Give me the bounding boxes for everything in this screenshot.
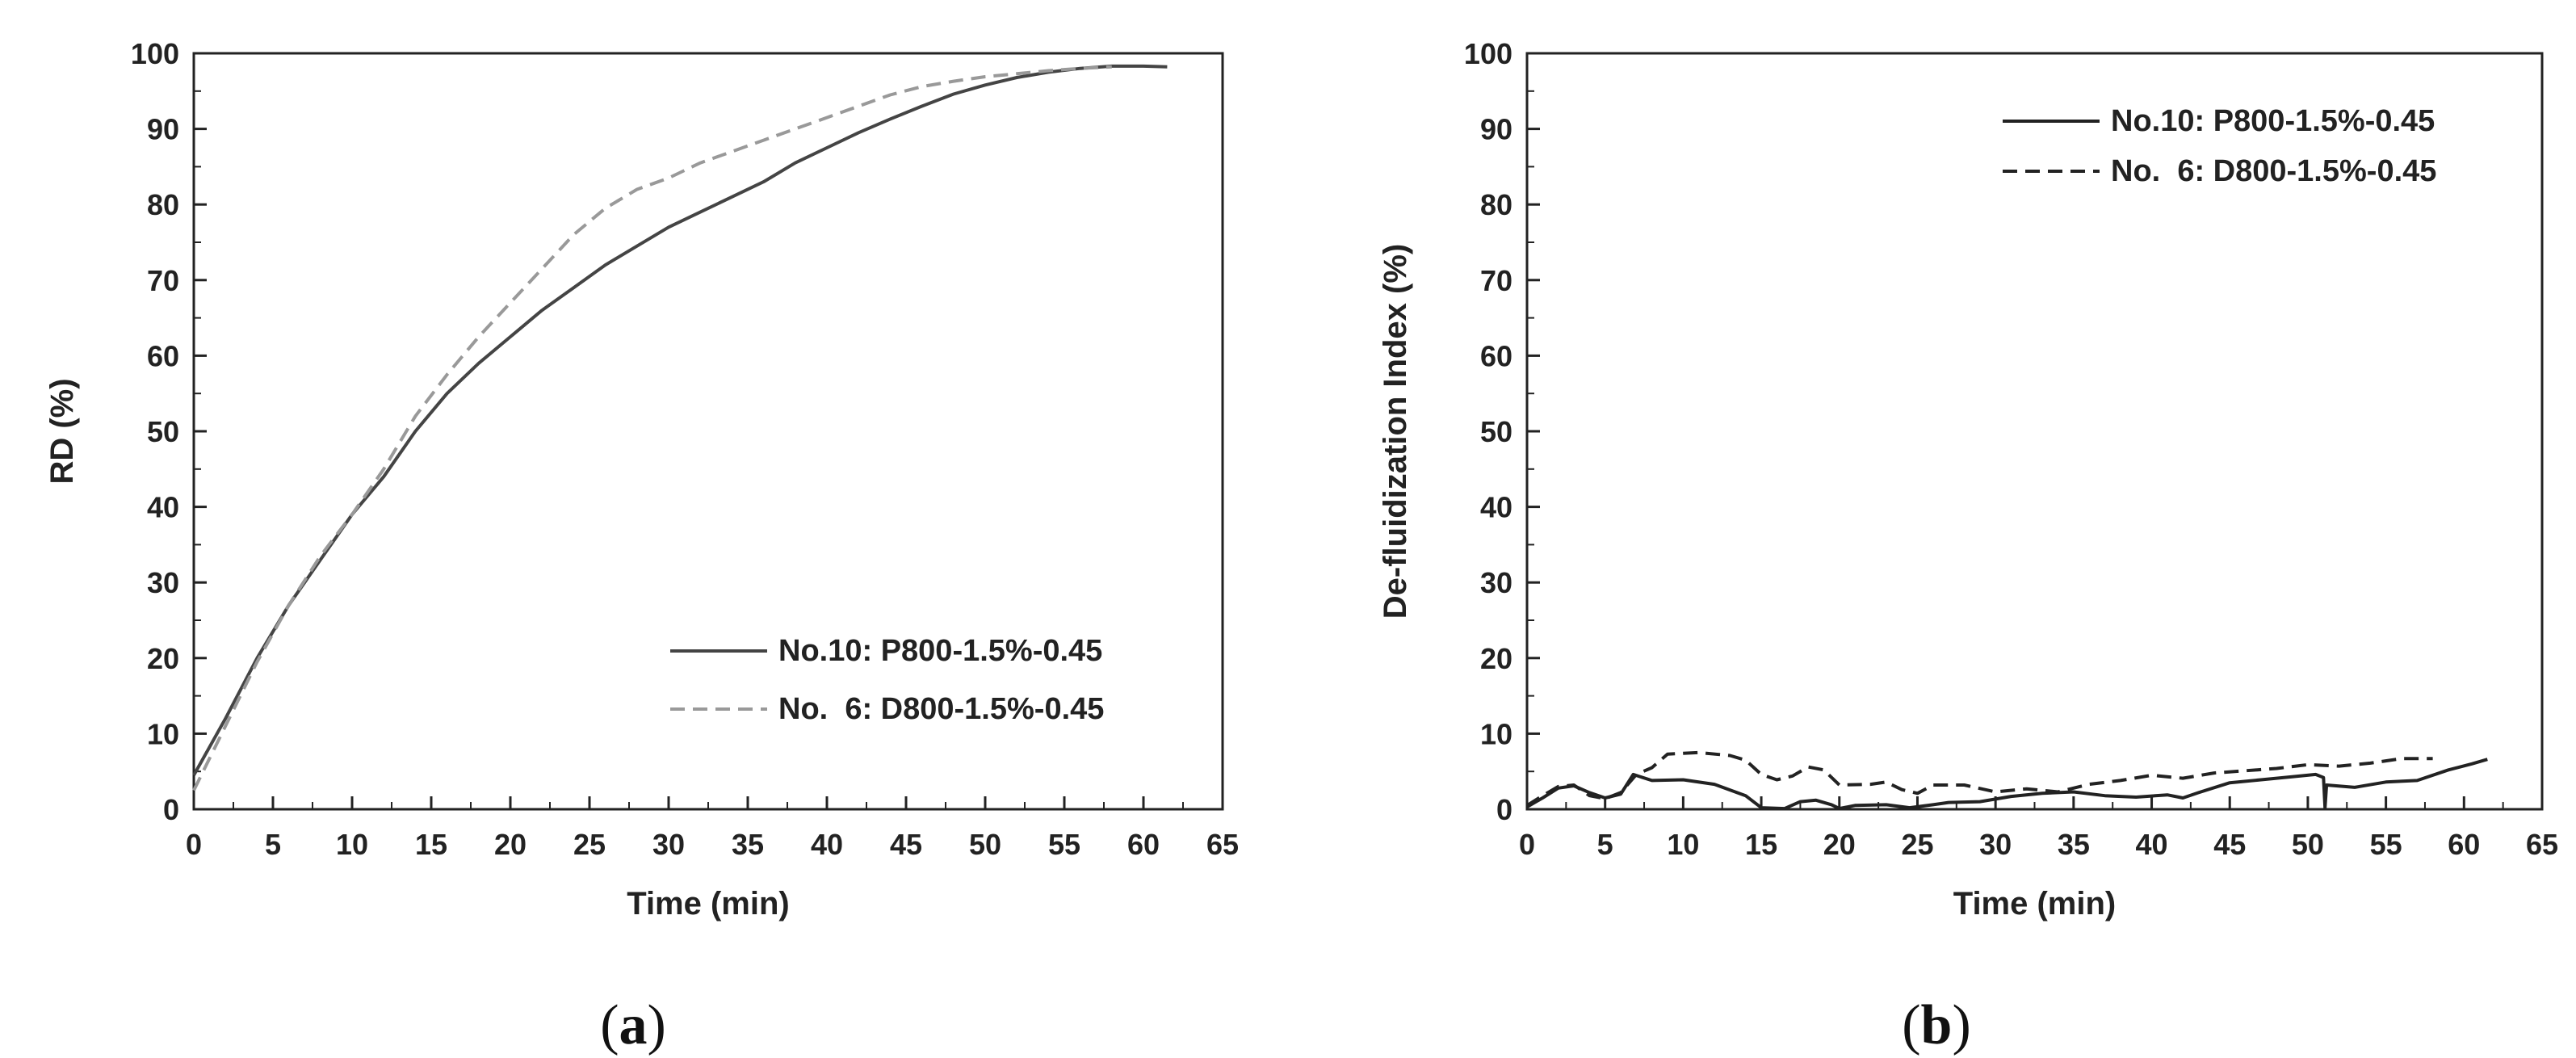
x-tick-label: 25 — [1901, 828, 1933, 861]
legend: No.10: P800-1.5%-0.45 No. 6: D800-1.5%-0.… — [670, 634, 1104, 726]
y-tick-label: 60 — [1480, 339, 1512, 372]
series-line-2 — [192, 65, 1112, 791]
y-tick-label: 50 — [1480, 415, 1512, 448]
x-tick-label: 50 — [969, 828, 1001, 861]
series-line-1 — [1525, 758, 2488, 811]
legend: No.10: P800-1.5%-0.45 No. 6: D800-1.5%-0.… — [2003, 104, 2436, 188]
x-tick-label: 55 — [2370, 828, 2402, 861]
y-tick-label: 0 — [163, 793, 179, 826]
x-tick-label: 20 — [494, 828, 527, 861]
legend-label: No.10: P800-1.5%-0.45 — [2111, 104, 2435, 138]
x-tick-label: 40 — [2136, 828, 2168, 861]
x-tick-label: 45 — [890, 828, 922, 861]
y-tick-label: 100 — [131, 37, 179, 70]
x-tick-label: 45 — [2213, 828, 2246, 861]
x-tick-label: 35 — [2058, 828, 2090, 861]
y-tick-label: 0 — [1496, 793, 1512, 826]
chart-panel-b: 0 5 10 15 20 25 30 35 40 45 50 55 60 65 0 10 20 30 40 50 60 7… — [1378, 37, 2558, 922]
y-tick-label: 80 — [147, 188, 179, 221]
x-tick-label: 30 — [652, 828, 685, 861]
x-tick-label: 25 — [573, 828, 606, 861]
y-tick-label: 40 — [1480, 491, 1512, 524]
x-tick-label: 60 — [1127, 828, 1160, 861]
y-tick-label: 60 — [147, 339, 179, 372]
y-tick-label: 80 — [1480, 188, 1512, 221]
x-axis-label: Time (min) — [627, 886, 790, 922]
y-tick-label: 90 — [147, 113, 179, 146]
x-tick-label: 50 — [2292, 828, 2324, 861]
x-tick-label: 20 — [1823, 828, 1856, 861]
y-tick-label: 10 — [147, 717, 179, 750]
y-tick-label: 70 — [1480, 264, 1512, 297]
x-tick-label: 5 — [1597, 828, 1613, 861]
chart-panel-a: 0 5 10 15 20 25 30 35 40 45 50 55 60 65 0 10 20 30 40 50 60 7… — [44, 37, 1239, 922]
x-tick-label: 65 — [1206, 828, 1239, 861]
x-tick-label: 30 — [1979, 828, 2012, 861]
x-tick-label: 40 — [811, 828, 843, 861]
x-tick-label: 15 — [415, 828, 447, 861]
y-tick-label: 10 — [1480, 717, 1512, 750]
x-tick-label: 10 — [336, 828, 368, 861]
x-tick-label: 15 — [1745, 828, 1777, 861]
x-tick-label: 5 — [265, 828, 281, 861]
legend-label: No. 6: D800-1.5%-0.45 — [2111, 154, 2436, 188]
caption-b: (b) — [1902, 994, 1971, 1056]
x-tick-label: 35 — [732, 828, 764, 861]
y-tick-label: 20 — [147, 642, 179, 675]
y-tick-label: 30 — [147, 566, 179, 599]
y-tick-label: 70 — [147, 264, 179, 297]
x-tick-label: 65 — [2526, 828, 2558, 861]
y-tick-label: 30 — [1480, 566, 1512, 599]
caption-a: (a) — [600, 994, 666, 1056]
y-tick-label: 100 — [1464, 37, 1512, 70]
y-tick-label: 50 — [147, 415, 179, 448]
y-tick-label: 90 — [1480, 113, 1512, 146]
x-tick-label: 0 — [1519, 828, 1535, 861]
y-tick-label: 40 — [147, 491, 179, 524]
x-tick-label: 0 — [186, 828, 202, 861]
series-line-2 — [1525, 750, 2433, 807]
y-axis-label: De-fluidization Index (%) — [1378, 244, 1413, 619]
legend-label: No. 6: D800-1.5%-0.45 — [778, 692, 1104, 726]
y-tick-label: 20 — [1480, 642, 1512, 675]
x-tick-label: 10 — [1667, 828, 1699, 861]
y-axis-label: RD (%) — [44, 378, 80, 484]
legend-label: No.10: P800-1.5%-0.45 — [778, 634, 1102, 668]
x-axis-label: Time (min) — [1953, 886, 2117, 922]
x-tick-label: 55 — [1048, 828, 1080, 861]
x-tick-label: 60 — [2448, 828, 2480, 861]
